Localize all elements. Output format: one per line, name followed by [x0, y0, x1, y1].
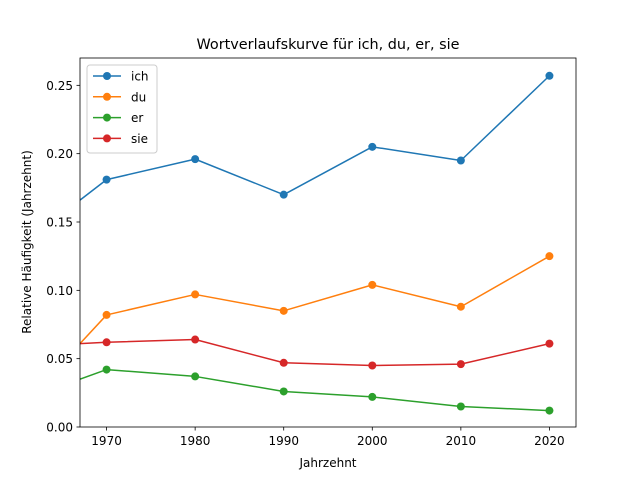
data-point-sie: [191, 335, 200, 344]
series-line-sie: [80, 338, 550, 367]
data-point-sie: [456, 360, 465, 369]
data-point-du: [456, 302, 465, 311]
data-point-du: [545, 252, 554, 261]
data-point-sie: [279, 358, 288, 367]
y-axis-label: Relative Häufigkeit (Jahrzehnt): [20, 150, 34, 334]
x-tick-label: 1970: [91, 434, 122, 448]
y-tick-label: 0.20: [46, 147, 73, 161]
legend-item-er: er: [93, 111, 143, 125]
y-tick-label: 0.05: [46, 352, 73, 366]
legend-label-du: du: [131, 90, 146, 104]
data-point-du: [368, 280, 377, 289]
y-tick-label: 0.00: [46, 421, 73, 435]
series-line-du: [80, 255, 550, 345]
data-point-ich: [368, 142, 377, 151]
series-line-er: [80, 368, 550, 412]
data-point-sie: [368, 361, 377, 370]
data-point-er: [368, 392, 377, 401]
data-point-sie: [102, 338, 111, 347]
data-point-sie: [545, 339, 554, 348]
legend-marker-ich: [103, 72, 111, 80]
data-point-er: [191, 372, 200, 381]
y-tick-label: 0.10: [46, 284, 73, 298]
legend-marker-du: [103, 92, 111, 101]
x-tick-label: 1980: [180, 434, 211, 448]
legend: ich du er sie: [86, 64, 158, 154]
chart-title: Wortverlaufskurve für ich, du, er, sie: [197, 37, 460, 53]
data-point-du: [102, 310, 111, 319]
legend-item-sie: sie: [93, 132, 148, 146]
data-point-ich: [279, 190, 288, 199]
data-point-ich: [102, 175, 111, 184]
data-point-er: [456, 402, 465, 411]
legend-marker-er: [103, 113, 111, 122]
data-point-ich: [191, 155, 200, 164]
legend-item-ich: ich: [93, 70, 149, 84]
x-tick-label: 2000: [357, 434, 388, 448]
x-tick-label: 1990: [268, 434, 299, 448]
y-axis: 0.00 0.05 0.10 0.15 0.20 0.25: [46, 79, 80, 435]
legend-label-er: er: [131, 111, 143, 125]
y-tick-label: 0.15: [46, 216, 73, 230]
y-tick-label: 0.25: [46, 79, 73, 93]
plot-frame: [79, 57, 577, 428]
series-layer: [80, 71, 554, 415]
x-tick-label: 2010: [446, 434, 477, 448]
x-axis: 1970 1980 1990 2000 2010 2020: [91, 427, 565, 448]
legend-label-sie: sie: [131, 132, 148, 146]
legend-label-ich: ich: [131, 70, 149, 84]
x-axis-label: Jahrzehnt: [298, 456, 356, 470]
data-point-du: [279, 306, 288, 315]
data-point-er: [102, 365, 111, 374]
data-point-ich: [456, 156, 465, 165]
data-point-er: [279, 387, 288, 396]
legend-box: [86, 64, 158, 154]
data-point-ich: [545, 71, 554, 80]
x-tick-label: 2020: [534, 434, 565, 448]
data-point-er: [545, 406, 554, 415]
legend-item-du: du: [93, 90, 146, 104]
legend-marker-sie: [103, 134, 111, 143]
data-point-du: [191, 290, 200, 299]
